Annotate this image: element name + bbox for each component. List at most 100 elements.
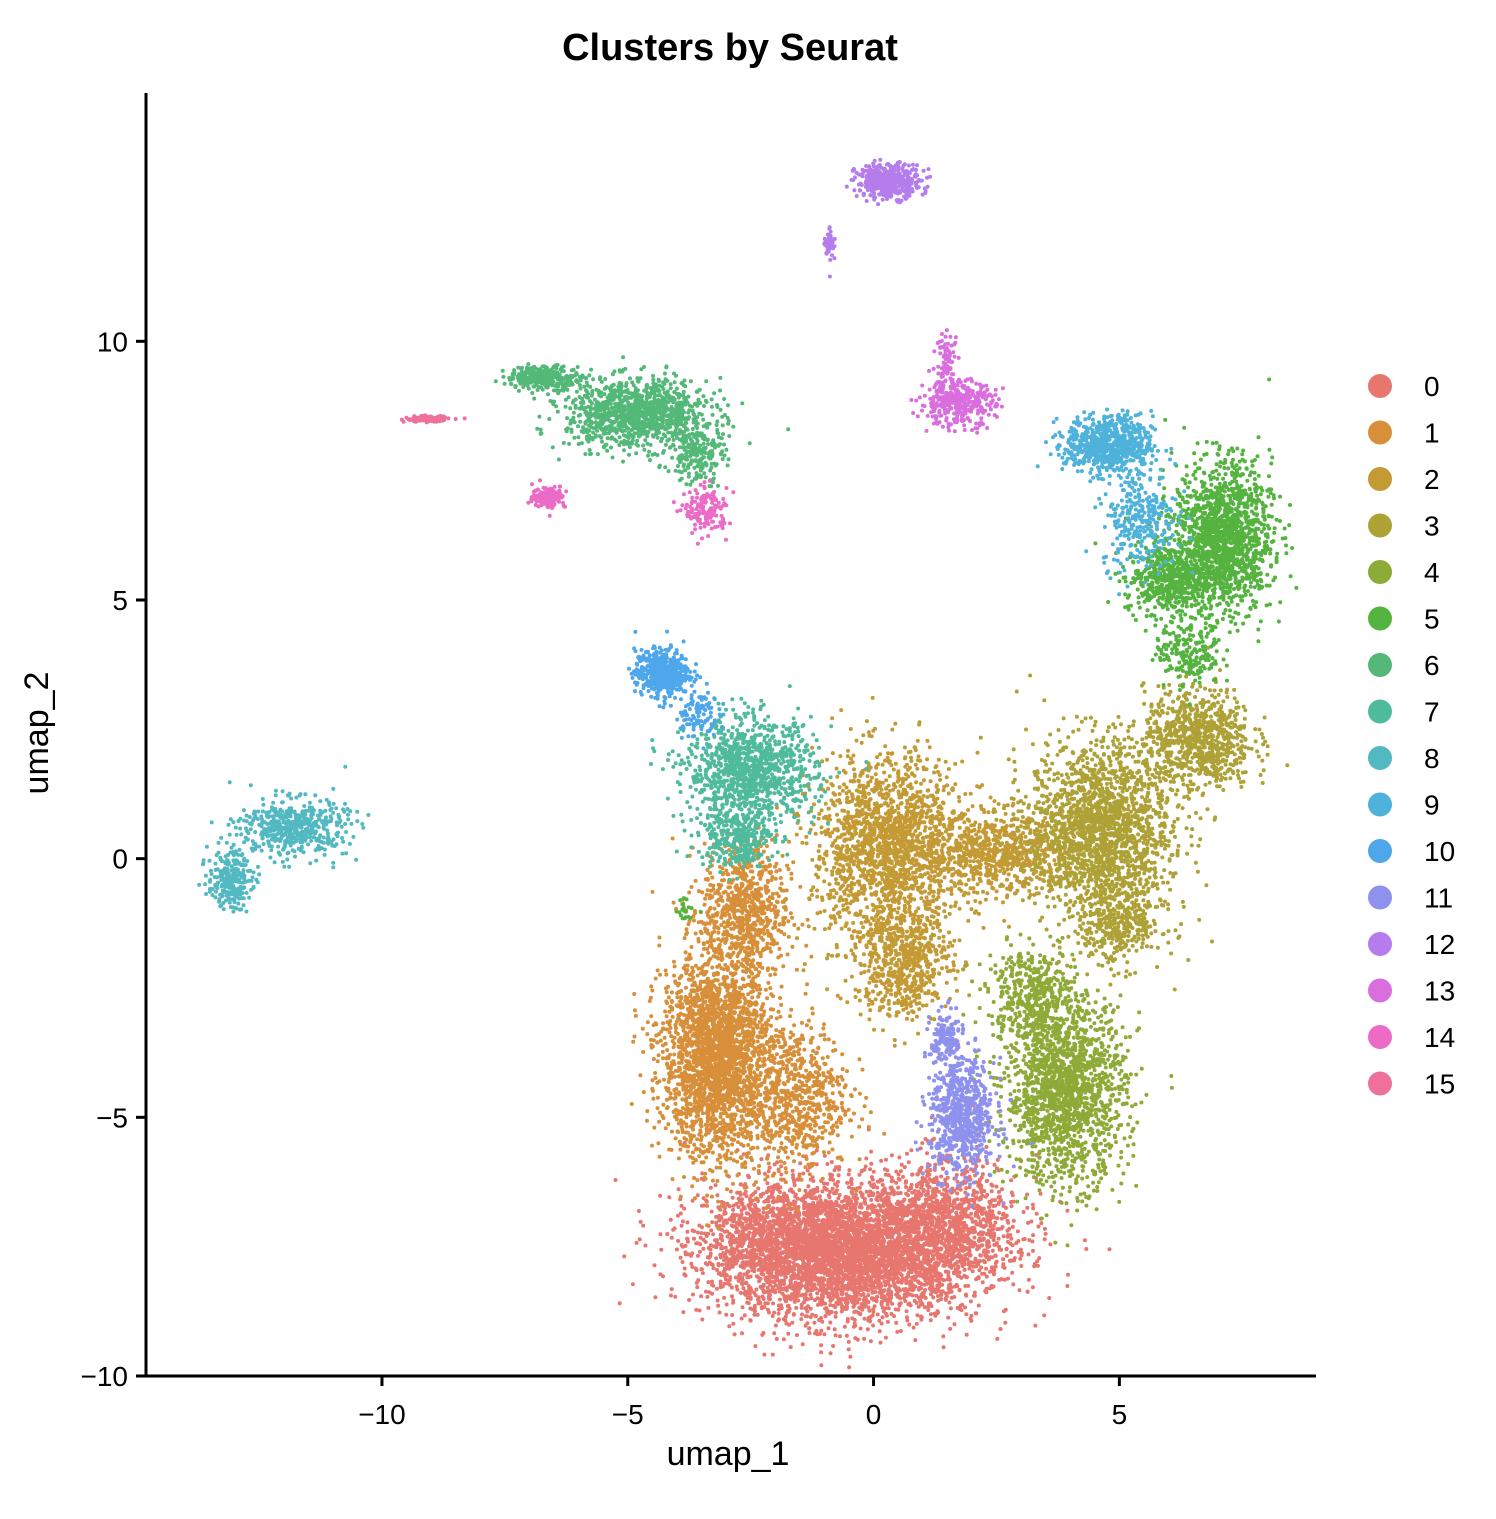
point	[858, 1283, 863, 1288]
point	[791, 1173, 795, 1177]
point	[689, 1261, 694, 1266]
point	[808, 1306, 813, 1311]
point	[963, 1284, 968, 1288]
point	[837, 1193, 842, 1197]
point	[957, 1288, 962, 1293]
point	[835, 1183, 840, 1188]
point	[1008, 1233, 1013, 1238]
point	[673, 1294, 678, 1299]
point	[875, 1213, 880, 1218]
point	[995, 1336, 1000, 1341]
point	[800, 1312, 804, 1317]
point	[869, 1161, 874, 1166]
point	[813, 1314, 818, 1319]
point	[947, 1258, 952, 1263]
point	[873, 1268, 878, 1273]
cluster-0-points	[613, 1103, 1112, 1370]
point	[965, 1214, 970, 1219]
point	[925, 1261, 930, 1266]
point	[754, 1287, 759, 1292]
point	[617, 1301, 622, 1306]
point	[1001, 1234, 1006, 1239]
point	[862, 1211, 867, 1215]
point	[994, 1184, 999, 1189]
point	[968, 1253, 973, 1258]
point	[683, 1250, 688, 1255]
point	[696, 1253, 700, 1258]
point	[945, 1234, 950, 1239]
point	[859, 1250, 864, 1255]
point	[951, 1199, 956, 1204]
point	[924, 1200, 929, 1205]
point	[857, 1254, 862, 1259]
point	[794, 1305, 799, 1310]
point	[727, 1324, 732, 1329]
point	[799, 1305, 804, 1310]
point	[777, 1317, 781, 1322]
point	[871, 1218, 876, 1223]
point	[784, 1288, 789, 1293]
point	[936, 1298, 941, 1303]
point	[984, 1232, 989, 1237]
point	[928, 1318, 933, 1323]
point	[887, 1257, 892, 1262]
point	[844, 1211, 849, 1216]
point	[865, 1272, 870, 1277]
point	[859, 1181, 864, 1186]
point	[1006, 1276, 1010, 1281]
point	[941, 1230, 946, 1234]
point	[891, 1267, 896, 1272]
point	[744, 1211, 749, 1216]
point	[896, 1262, 901, 1267]
point	[833, 1305, 838, 1310]
point	[930, 1285, 935, 1290]
point	[898, 1329, 903, 1333]
point	[782, 1261, 787, 1265]
point	[699, 1267, 704, 1272]
point	[936, 1215, 941, 1220]
point	[787, 1322, 792, 1327]
point	[850, 1299, 855, 1304]
scatter-points	[197, 157, 1299, 1370]
point	[1017, 1288, 1022, 1293]
point	[849, 1180, 853, 1185]
point	[1025, 1289, 1030, 1294]
point	[860, 1223, 865, 1228]
point	[976, 1303, 981, 1308]
point	[720, 1262, 725, 1267]
point	[1004, 1213, 1009, 1218]
point	[929, 1257, 934, 1262]
point	[687, 1298, 692, 1302]
point	[727, 1266, 732, 1271]
point	[1011, 1218, 1016, 1223]
point	[939, 1239, 944, 1244]
point	[1036, 1224, 1041, 1229]
point	[1042, 1226, 1047, 1231]
point	[885, 1262, 890, 1267]
point	[676, 1239, 681, 1243]
point	[884, 1313, 889, 1318]
point	[788, 1345, 793, 1350]
point	[852, 1271, 857, 1276]
point	[997, 1210, 1002, 1215]
point	[900, 1203, 905, 1208]
point	[765, 1270, 770, 1275]
point	[890, 1188, 895, 1193]
point	[840, 1280, 845, 1285]
point	[920, 1302, 925, 1307]
point	[828, 1303, 833, 1308]
point	[801, 1171, 806, 1176]
point	[943, 1243, 948, 1248]
point	[991, 1284, 996, 1289]
point	[829, 1282, 834, 1287]
point	[866, 1305, 871, 1310]
point	[967, 1266, 972, 1271]
point	[672, 1226, 677, 1231]
point	[765, 1301, 770, 1306]
point	[710, 1220, 715, 1225]
chart-title: Clusters by Seurat	[562, 27, 898, 69]
point	[854, 1280, 858, 1285]
point	[761, 1282, 766, 1287]
point	[946, 1241, 951, 1246]
point	[853, 1336, 858, 1341]
